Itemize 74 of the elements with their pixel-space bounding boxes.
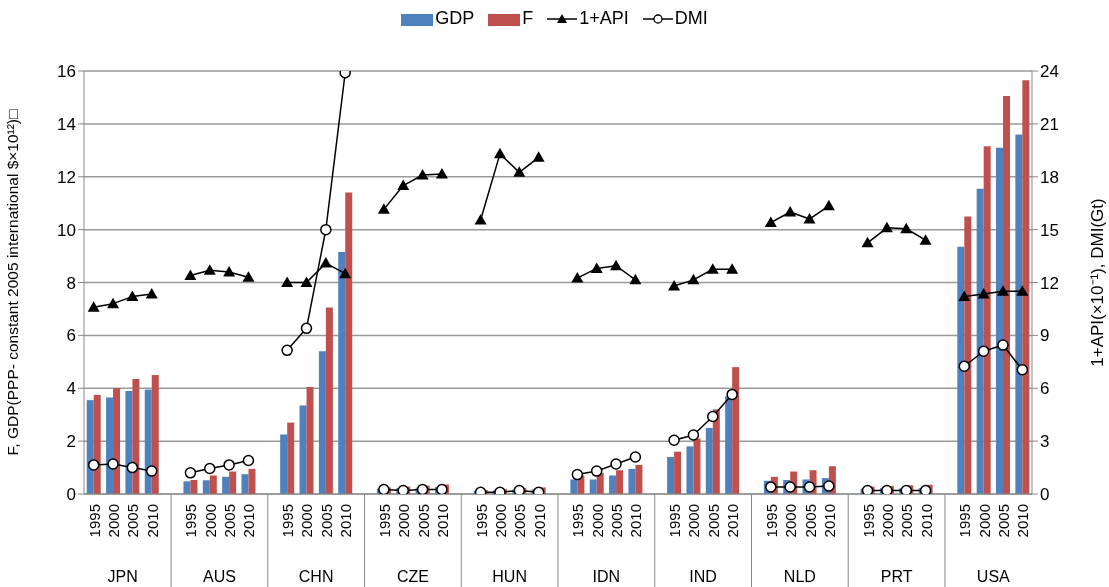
y2-tick-label: 18 xyxy=(1040,167,1059,187)
x-tick-label: 2000 xyxy=(878,504,896,538)
legend-label: F xyxy=(521,8,534,29)
x-tick-label: 2005 xyxy=(898,504,916,538)
text: AUS xyxy=(202,568,236,585)
x-tick-label: 2005 xyxy=(608,504,626,538)
x-tick-label: 2000 xyxy=(782,504,800,538)
x-tick-label: 2005 xyxy=(704,504,722,538)
x-tick-label: 1995 xyxy=(666,504,684,538)
legend-label: GDP xyxy=(434,8,475,29)
text: USA xyxy=(976,568,1011,585)
x-tick-label: 2000 xyxy=(201,504,219,538)
x-tick-label: 2010 xyxy=(917,504,935,538)
x-tick-label: 1995 xyxy=(279,504,297,538)
x-tick-label: 2010 xyxy=(724,504,742,538)
legend-label: 1+API xyxy=(578,8,629,29)
y2-tick-label: 0 xyxy=(1040,485,1050,505)
text: HUN xyxy=(492,568,527,585)
y2-axis-title: 1+API(×10⁻¹), DMI(Gt) xyxy=(1088,198,1108,367)
y2-tick-label: 24 xyxy=(1040,62,1059,82)
x-tick-label: 2005 xyxy=(511,504,529,538)
x-tick-label: 2000 xyxy=(588,504,606,538)
x-tick-label: 2000 xyxy=(491,504,509,538)
y-tick-label: 2 xyxy=(66,432,76,452)
y-tick-label: 0 xyxy=(66,485,76,505)
y-tick-label: 10 xyxy=(57,220,76,240)
text: IDN xyxy=(592,568,621,585)
text: CZE xyxy=(396,568,429,585)
x-tick-label: 2000 xyxy=(975,504,993,538)
y2-tick-label: 6 xyxy=(1040,379,1050,399)
y-tick-label: 8 xyxy=(66,273,76,293)
text: PRT xyxy=(880,568,913,585)
x-tick-label: 1995 xyxy=(375,504,393,538)
x-tick-label: 2005 xyxy=(414,504,432,538)
x-tick-label: 2000 xyxy=(395,504,413,538)
x-tick-label: 2000 xyxy=(685,504,703,538)
x-tick-label: 1995 xyxy=(472,504,490,538)
x-tick-label: 2010 xyxy=(820,504,838,538)
y-tick-label: 14 xyxy=(57,114,76,134)
y2-tick-label: 9 xyxy=(1040,326,1050,346)
x-tick-label: 2000 xyxy=(298,504,316,538)
x-tick-label: 1995 xyxy=(762,504,780,538)
y2-tick-label: 15 xyxy=(1040,220,1059,240)
x-tick-label: 2005 xyxy=(221,504,239,538)
x-tick-label: 2010 xyxy=(143,504,161,538)
text: NLD xyxy=(783,568,816,585)
x-tick-label: 2000 xyxy=(105,504,123,538)
x-tick-label: 2010 xyxy=(1014,504,1032,538)
y-tick-label: 6 xyxy=(66,326,76,346)
text: JPN xyxy=(107,568,138,585)
y2-tick-label: 21 xyxy=(1040,114,1059,134)
x-tick-label: 2005 xyxy=(801,504,819,538)
x-tick-label: 1995 xyxy=(956,504,974,538)
y2-tick-label: 12 xyxy=(1040,273,1059,293)
x-tick-label: 2010 xyxy=(530,504,548,538)
x-tick-label: 1995 xyxy=(569,504,587,538)
x-tick-label: 2010 xyxy=(240,504,258,538)
y-tick-label: 16 xyxy=(57,62,76,82)
y-tick-label: 12 xyxy=(57,167,76,187)
x-tick-label: 2005 xyxy=(124,504,142,538)
x-tick-label: 1995 xyxy=(85,504,103,538)
x-tick-label: 2010 xyxy=(433,504,451,538)
x-tick-label: 1995 xyxy=(182,504,200,538)
legend-label: DMI xyxy=(673,8,708,29)
y-tick-label: 4 xyxy=(66,379,76,399)
x-tick-label: 2010 xyxy=(627,504,645,538)
x-tick-label: 1995 xyxy=(859,504,877,538)
x-tick-label: 2005 xyxy=(994,504,1012,538)
text: CHN xyxy=(298,568,334,585)
y2-tick-label: 3 xyxy=(1040,432,1050,452)
y-axis-title: F, GDP(PPP- constant 2005 international $×10¹²)□ xyxy=(3,108,21,456)
x-tick-label: 2005 xyxy=(317,504,335,538)
x-tick-label: 2010 xyxy=(337,504,355,538)
text: IND xyxy=(689,568,717,585)
